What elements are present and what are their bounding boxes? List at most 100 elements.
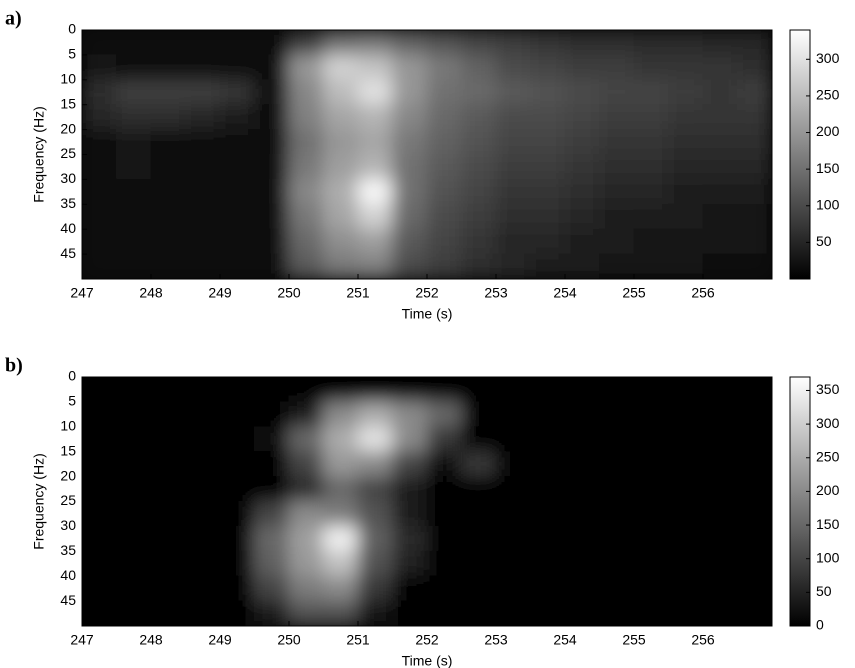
heatmap-cell (461, 426, 497, 453)
heatmap-cell (599, 253, 635, 279)
heatmap-cell (564, 525, 600, 552)
heatmap-cell (426, 600, 462, 626)
heatmap-cell (392, 30, 428, 56)
heatmap-cell (668, 525, 704, 552)
heatmap-cell (564, 203, 600, 230)
x-tick-label: 251 (346, 285, 370, 301)
y-tick-label: 45 (60, 245, 76, 261)
x-tick-label: 256 (691, 632, 715, 648)
colorbar-tick-label: 100 (816, 549, 840, 565)
heatmap-cell (461, 178, 497, 205)
heatmap-cell (461, 501, 497, 527)
heatmap-cell (219, 501, 255, 527)
y-axis-label: Frequency (Hz) (31, 106, 47, 202)
heatmap-cell (150, 203, 186, 230)
heatmap-cell (461, 575, 497, 602)
heatmap-cell (668, 401, 704, 428)
heatmap-cell (288, 154, 324, 180)
heatmap-cell (633, 426, 669, 453)
heatmap-cell (254, 54, 290, 81)
heatmap-cell (702, 525, 738, 552)
heatmap-cell (219, 79, 255, 106)
heatmap-cell (668, 129, 704, 155)
heatmap-cell (219, 253, 255, 279)
heatmap-cell (426, 54, 462, 81)
heatmap-cell (288, 600, 324, 626)
heatmap-cell (426, 575, 462, 602)
heatmap-cell (323, 525, 359, 552)
colorbar-tick-label: 200 (816, 123, 840, 139)
heatmap-cell (357, 79, 393, 106)
heatmap-cell (426, 377, 462, 403)
heatmap-cell (495, 600, 531, 626)
heatmap-cell (737, 30, 772, 56)
heatmap-cell (82, 104, 117, 131)
heatmap-cell (702, 30, 738, 56)
heatmap-cell (392, 79, 428, 106)
heatmap-cell (737, 501, 772, 527)
heatmap-cell (392, 451, 428, 478)
heatmap-cell (530, 104, 566, 131)
heatmap-cell (461, 550, 497, 577)
heatmap-cell (254, 451, 290, 478)
heatmap-cell (288, 401, 324, 428)
heatmap-area (82, 30, 772, 279)
colorbar-tick-label: 250 (816, 87, 840, 103)
heatmap-cell (426, 501, 462, 527)
heatmap-cell (426, 476, 462, 502)
heatmap-cell (737, 451, 772, 478)
heatmap-cells (82, 30, 772, 279)
heatmap-cell (219, 426, 255, 453)
x-tick-label: 252 (415, 285, 439, 301)
heatmap-cell (82, 501, 117, 527)
heatmap-cell (599, 203, 635, 230)
colorbar-tick-label: 150 (816, 516, 840, 532)
heatmap-cell (702, 228, 738, 255)
heatmap-cell (288, 525, 324, 552)
heatmap-cell (702, 178, 738, 205)
heatmap-cell (357, 228, 393, 255)
y-tick-label: 20 (60, 120, 76, 136)
heatmap-cell (702, 451, 738, 478)
heatmap-cell (633, 129, 669, 155)
heatmap-cell (737, 253, 772, 279)
heatmap-cell (219, 203, 255, 230)
heatmap-cell (82, 129, 117, 155)
heatmap-cell (668, 178, 704, 205)
heatmap-cell (495, 253, 531, 279)
heatmap-cell (323, 476, 359, 502)
heatmap-cell (150, 377, 186, 403)
heatmap-cell (82, 30, 117, 56)
heatmap-cell (426, 253, 462, 279)
y-tick-label: 20 (60, 467, 76, 483)
heatmap-cell (254, 476, 290, 502)
heatmap-cell (530, 401, 566, 428)
y-tick-label: 5 (68, 46, 76, 62)
heatmap-cell (495, 377, 531, 403)
heatmap-cell (392, 550, 428, 577)
heatmap-cell (702, 426, 738, 453)
heatmap-cell (150, 30, 186, 56)
heatmap-cell (599, 525, 635, 552)
heatmap-cell (668, 451, 704, 478)
heatmap-cell (426, 30, 462, 56)
heatmap-cell (150, 154, 186, 180)
heatmap-cell (254, 401, 290, 428)
heatmap-cell (633, 253, 669, 279)
heatmap-cell (392, 228, 428, 255)
x-tick-label: 251 (346, 632, 370, 648)
heatmap-cell (426, 178, 462, 205)
heatmap-cell (288, 253, 324, 279)
heatmap-cell (426, 104, 462, 131)
heatmap-cell (564, 79, 600, 106)
heatmap-cell (633, 30, 669, 56)
heatmap-cell (737, 525, 772, 552)
heatmap-cell (150, 550, 186, 577)
heatmap-cell (564, 253, 600, 279)
heatmap-cell (323, 79, 359, 106)
heatmap-cell (116, 104, 152, 131)
heatmap-cell (737, 154, 772, 180)
heatmap-cell (633, 178, 669, 205)
heatmap-cell (461, 54, 497, 81)
